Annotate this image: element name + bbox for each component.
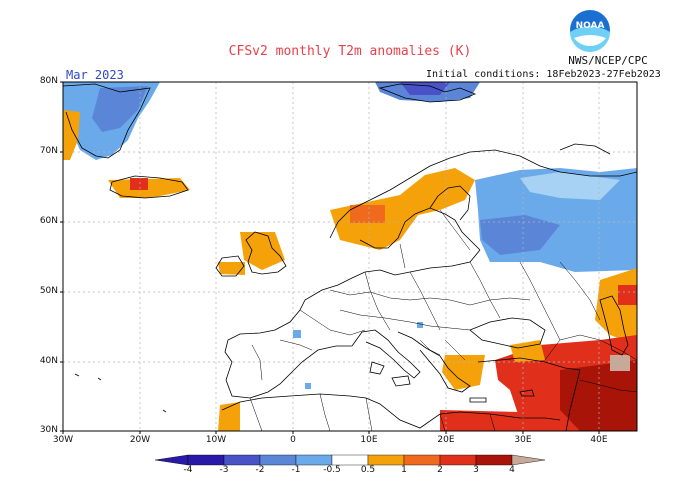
chart-title: CFSv2 monthly T2m anomalies (K)	[228, 44, 472, 59]
coast-baltic	[359, 207, 481, 251]
coast-gulf-bothnia	[429, 185, 471, 221]
axis-ticks	[60, 81, 600, 434]
colorbar-label: -4	[183, 465, 193, 475]
lon-label: 40E	[590, 435, 608, 445]
anomaly-britain-orange	[240, 232, 285, 270]
anomaly-iceland-red	[130, 178, 148, 190]
coast-novaya-zemlya	[559, 143, 611, 155]
anomaly-middle-east-dark-red	[560, 360, 637, 431]
anomaly-ireland-orange	[218, 262, 245, 275]
logo-text: NOAA	[576, 21, 605, 31]
island-dot-1	[74, 373, 80, 377]
anomaly-morocco-orange	[218, 402, 240, 431]
island-dot-2	[97, 377, 102, 381]
anomaly-small-blue-3	[417, 322, 423, 328]
coast-crete	[469, 397, 487, 403]
forecast-month: Mar 2023	[66, 68, 124, 82]
anomaly-caspian-red	[618, 285, 637, 305]
colorbar-label: 2	[437, 465, 443, 475]
anomaly-libya-red	[440, 410, 560, 431]
colorbar-label: 1	[401, 465, 407, 475]
colorbar-label: -2	[255, 465, 265, 475]
coast-greenland	[63, 83, 151, 159]
coastlines	[63, 83, 637, 431]
anomaly-black-sea-orange	[510, 340, 545, 362]
anomaly-shading	[63, 82, 637, 431]
anomaly-norway-red	[350, 205, 385, 223]
colorbar-label: -1	[291, 465, 301, 475]
anomaly-greenland-dark-blue	[92, 86, 148, 132]
anomaly-small-blue-2	[305, 383, 311, 389]
map-frame	[62, 81, 638, 432]
lon-label: 30W	[52, 435, 74, 445]
lat-label: 50N	[39, 286, 58, 296]
anomaly-iceland-orange	[108, 178, 190, 198]
anomaly-greece-orange	[442, 355, 485, 390]
lon-label: 10W	[205, 435, 227, 445]
coast-sicily	[391, 375, 411, 387]
colorbar-arrow-right	[511, 454, 546, 466]
coast-balkans	[397, 331, 471, 393]
agency-label: NWS/NCEP/CPC	[568, 54, 648, 67]
colorbar-label: 0.5	[360, 465, 376, 475]
lat-label: 80N	[39, 76, 58, 86]
coast-west-europe	[224, 249, 481, 399]
island-dot-3	[162, 409, 167, 413]
initial-conditions: Initial conditions: 18Feb2023-27Feb2023	[426, 69, 661, 80]
coast-iceland	[109, 175, 189, 199]
colorbar-label: -0.5	[323, 465, 341, 475]
lat-label: 70N	[39, 146, 58, 156]
anomaly-russia-dark-blue	[480, 215, 560, 255]
lon-label: 20W	[129, 435, 151, 445]
coast-sardinia	[369, 361, 385, 375]
lat-label: 60N	[39, 216, 58, 226]
lon-label: 20E	[437, 435, 455, 445]
coast-cyprus	[519, 389, 535, 397]
country-borders	[249, 209, 637, 431]
lon-label: 10E	[360, 435, 378, 445]
anomaly-small-blue-1	[293, 330, 301, 338]
coast-scandinavia-north	[329, 149, 637, 239]
lon-label: 0	[290, 435, 296, 445]
lat-label: 40N	[39, 356, 58, 366]
coast-caspian	[599, 295, 629, 356]
coast-svalbard	[378, 83, 477, 103]
lon-label: 30E	[514, 435, 532, 445]
colorbar	[154, 454, 546, 466]
anomaly-scandinavia-orange	[330, 168, 475, 250]
coast-turkey-levant	[477, 357, 581, 431]
lat-label: 30N	[39, 425, 58, 435]
colorbar-label: 3	[473, 465, 479, 475]
coast-black-sea	[469, 317, 546, 349]
coast-ireland	[215, 255, 245, 277]
coast-britain	[245, 231, 287, 275]
anomaly-pink-patch	[610, 355, 630, 371]
anomaly-russia-light-blue	[520, 172, 620, 200]
colorbar-label: -3	[219, 465, 229, 475]
gridlines	[63, 82, 637, 431]
colorbar-label: 4	[509, 465, 515, 475]
coast-italy	[351, 329, 421, 379]
colorbar-arrow-left	[154, 454, 189, 466]
coast-north-africa	[221, 393, 561, 429]
anomaly-greenland-orange	[63, 110, 80, 160]
anomaly-svalbard-dark-blue	[400, 82, 450, 95]
noaa-logo: NOAA	[570, 10, 610, 52]
